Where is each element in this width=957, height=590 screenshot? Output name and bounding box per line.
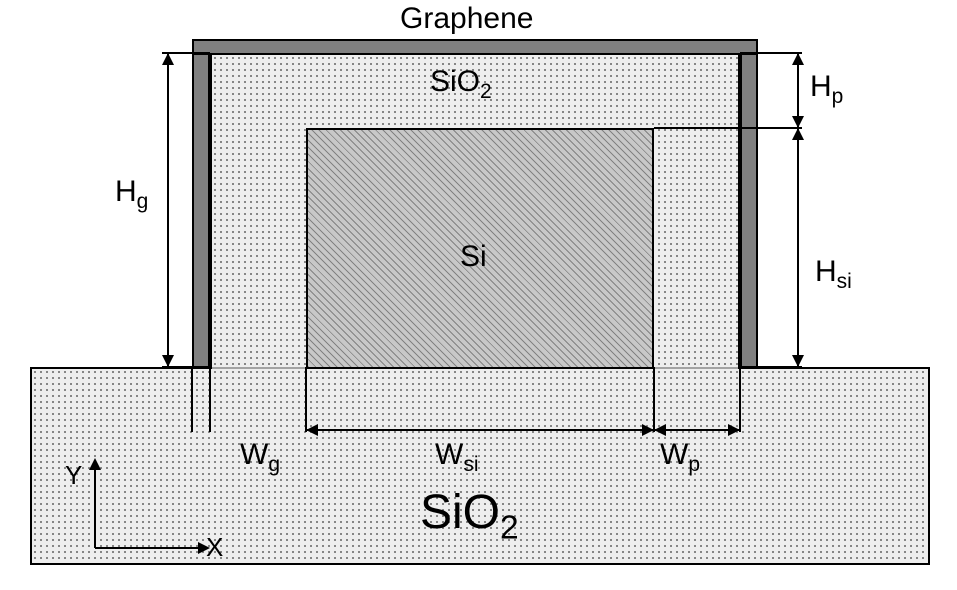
dim-label-wg: Wg xyxy=(240,438,280,477)
label-graphene: Graphene xyxy=(400,2,533,36)
cross-section-diagram: Graphene SiO2 Si SiO2 Hg Hp Hsi Wg Wsi W… xyxy=(0,0,957,590)
dim-label-hp: Hp xyxy=(810,70,843,109)
dim-label-wsi: Wsi xyxy=(435,438,479,477)
graphene-layer-left xyxy=(192,39,210,369)
label-substrate: SiO2 xyxy=(420,485,519,548)
graphene-layer-top xyxy=(192,39,758,55)
dim-label-hg: Hg xyxy=(115,175,148,214)
dim-label-hsi: Hsi xyxy=(815,255,852,294)
dim-label-wp: Wp xyxy=(660,438,700,477)
axis-label-x: X xyxy=(206,532,223,563)
label-sio2-ridge: SiO2 xyxy=(430,65,492,104)
label-si-core: Si xyxy=(460,240,487,274)
axis-label-y: Y xyxy=(65,460,82,491)
graphene-layer-right xyxy=(740,39,758,369)
